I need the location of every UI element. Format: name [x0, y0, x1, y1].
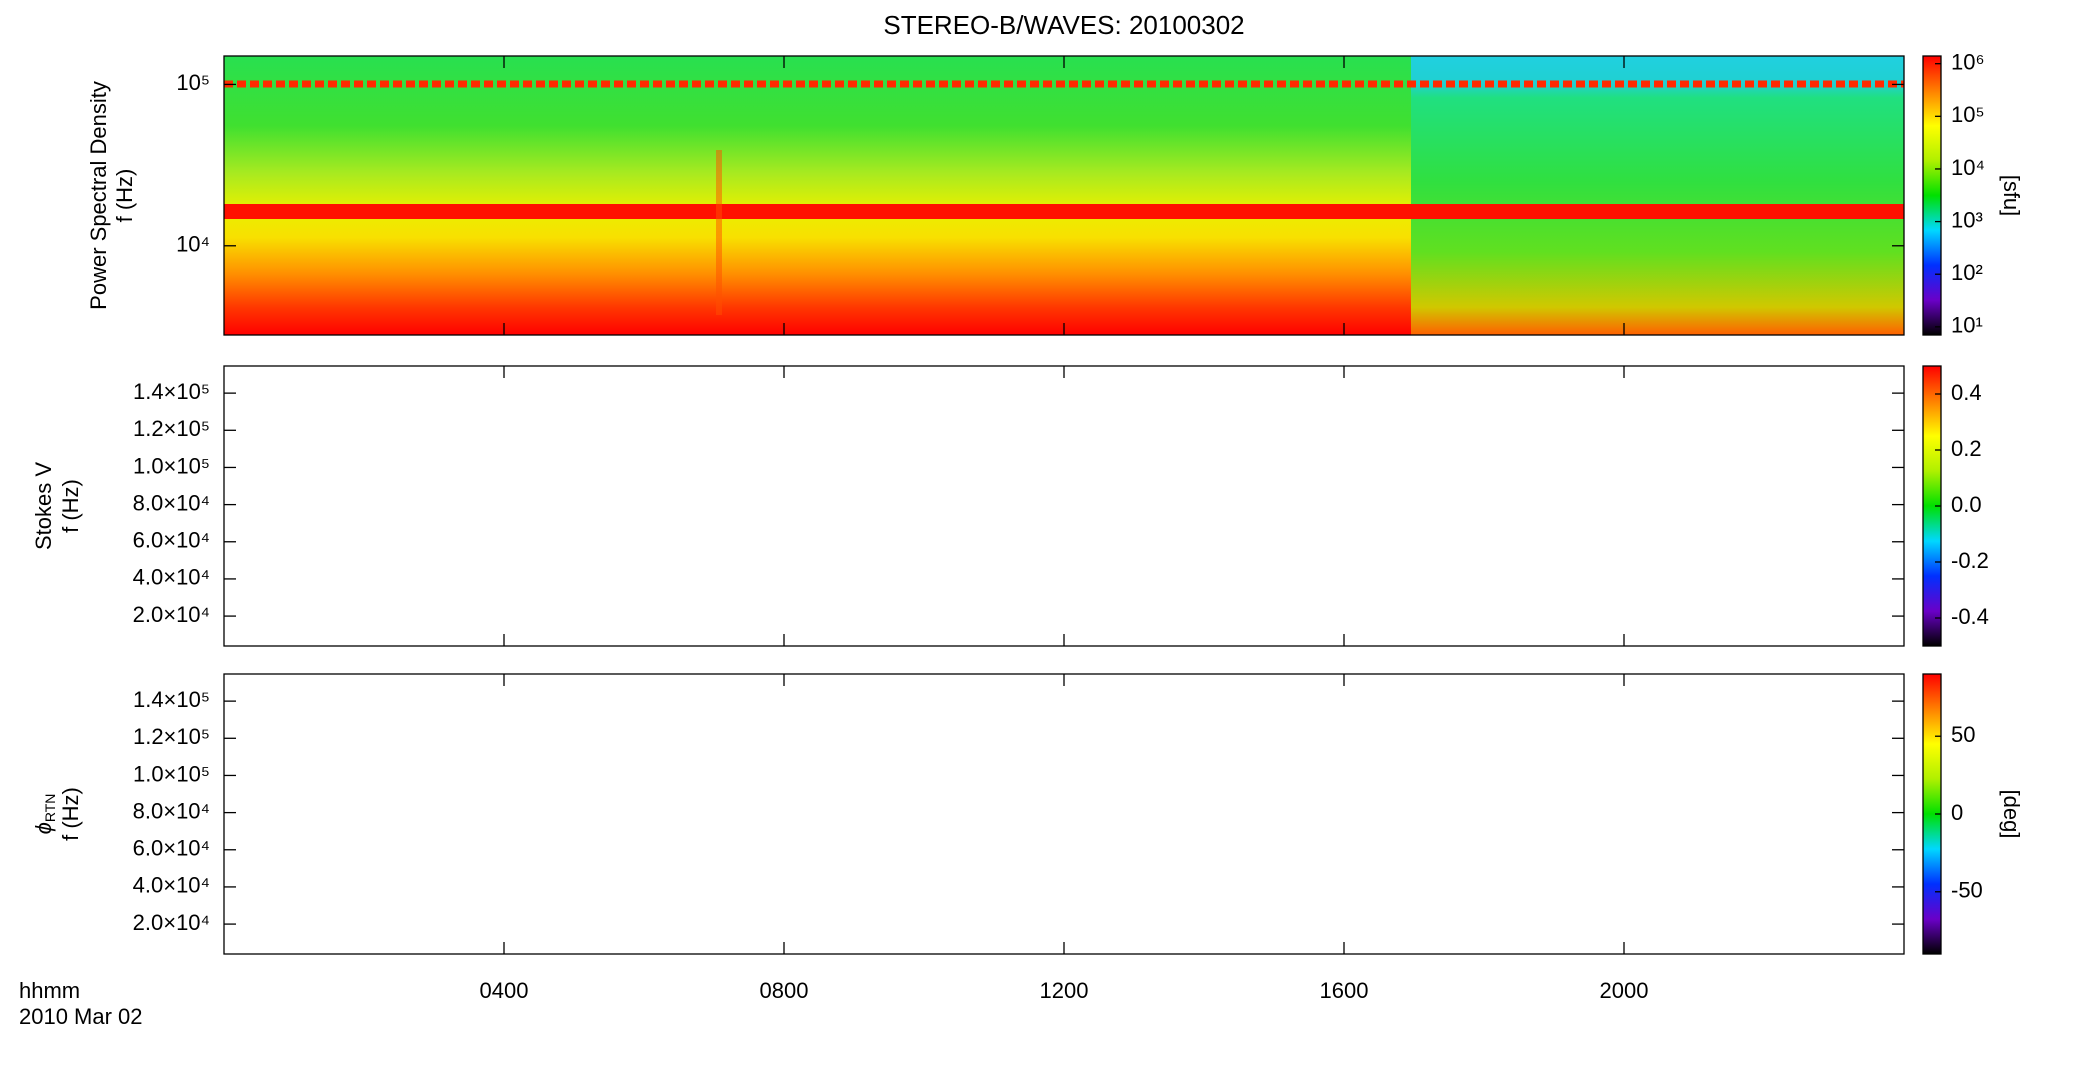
y-tick-label: 8.0×10⁴ [133, 490, 210, 515]
y-tick-label: 1.2×10⁵ [133, 416, 210, 441]
colorbar-tick-label: 10⁴ [1951, 155, 1985, 180]
y-tick-label: 6.0×10⁴ [133, 528, 210, 553]
y-axis-label-subscript: RTN [42, 794, 58, 823]
colorbar-tick-label: 10¹ [1951, 313, 1983, 338]
y-axis-label: Power Spectral Density [86, 81, 111, 310]
y-tick-label: 2.0×10⁴ [133, 910, 210, 935]
colorbar-label: [sfu] [1999, 175, 2024, 217]
y-tick-label: 8.0×10⁴ [133, 798, 210, 823]
y-tick-label: 1.0×10⁵ [133, 453, 210, 478]
plot-frame [223, 673, 1905, 955]
colorbar-label: [deg] [1999, 790, 2024, 839]
x-axis-label: hhmm [19, 978, 80, 1003]
y-tick-label: 1.0×10⁵ [133, 761, 210, 786]
colorbar [1922, 55, 1942, 336]
colorbar-tick-label: -0.4 [1951, 604, 1989, 629]
y-axis-label: f (Hz) [58, 787, 83, 841]
plot-frame [223, 365, 1905, 647]
y-axis-label-symbol: ϕ [31, 822, 56, 834]
spectrogram-image [224, 56, 1904, 335]
colorbar-tick-label: 10³ [1951, 207, 1983, 232]
colorbar-tick-label: -0.2 [1951, 548, 1989, 573]
x-tick-label: 1600 [1320, 978, 1369, 1003]
y-axis-label: Stokes V [31, 462, 56, 550]
y-tick-label: 6.0×10⁴ [133, 836, 210, 861]
colorbar-tick-label: 50 [1951, 722, 1975, 747]
colorbar-tick-label: 10⁶ [1951, 50, 1985, 75]
colorbar-tick-label: -50 [1951, 878, 1983, 903]
x-tick-label: 1200 [1040, 978, 1089, 1003]
y-tick-label: 10⁴ [176, 232, 210, 257]
y-tick-label: 1.4×10⁵ [133, 687, 210, 712]
colorbar-tick-label: 0.2 [1951, 436, 1982, 461]
y-axis-label: f (Hz) [112, 169, 137, 223]
chart-title: STEREO-B/WAVES: 20100302 [883, 10, 1244, 40]
y-tick-label: 10⁵ [176, 70, 210, 95]
colorbar-tick-label: 10⁵ [1951, 102, 1985, 127]
colorbar-tick-label: 10² [1951, 260, 1983, 285]
y-tick-label: 1.2×10⁵ [133, 724, 210, 749]
colorbar-tick-label: 0.0 [1951, 492, 1982, 517]
y-axis-label: ϕRTN [31, 794, 58, 835]
x-tick-label: 2000 [1600, 978, 1649, 1003]
y-axis-label: f (Hz) [58, 479, 83, 533]
y-tick-label: 4.0×10⁴ [133, 873, 210, 898]
x-tick-label: 0400 [480, 978, 529, 1003]
y-tick-label: 4.0×10⁴ [133, 565, 210, 590]
y-tick-label: 2.0×10⁴ [133, 602, 210, 627]
x-axis-label: 2010 Mar 02 [19, 1004, 143, 1029]
colorbar-tick-label: 0 [1951, 800, 1963, 825]
x-tick-label: 0800 [760, 978, 809, 1003]
y-tick-label: 1.4×10⁵ [133, 379, 210, 404]
colorbar-tick-label: 0.4 [1951, 380, 1982, 405]
